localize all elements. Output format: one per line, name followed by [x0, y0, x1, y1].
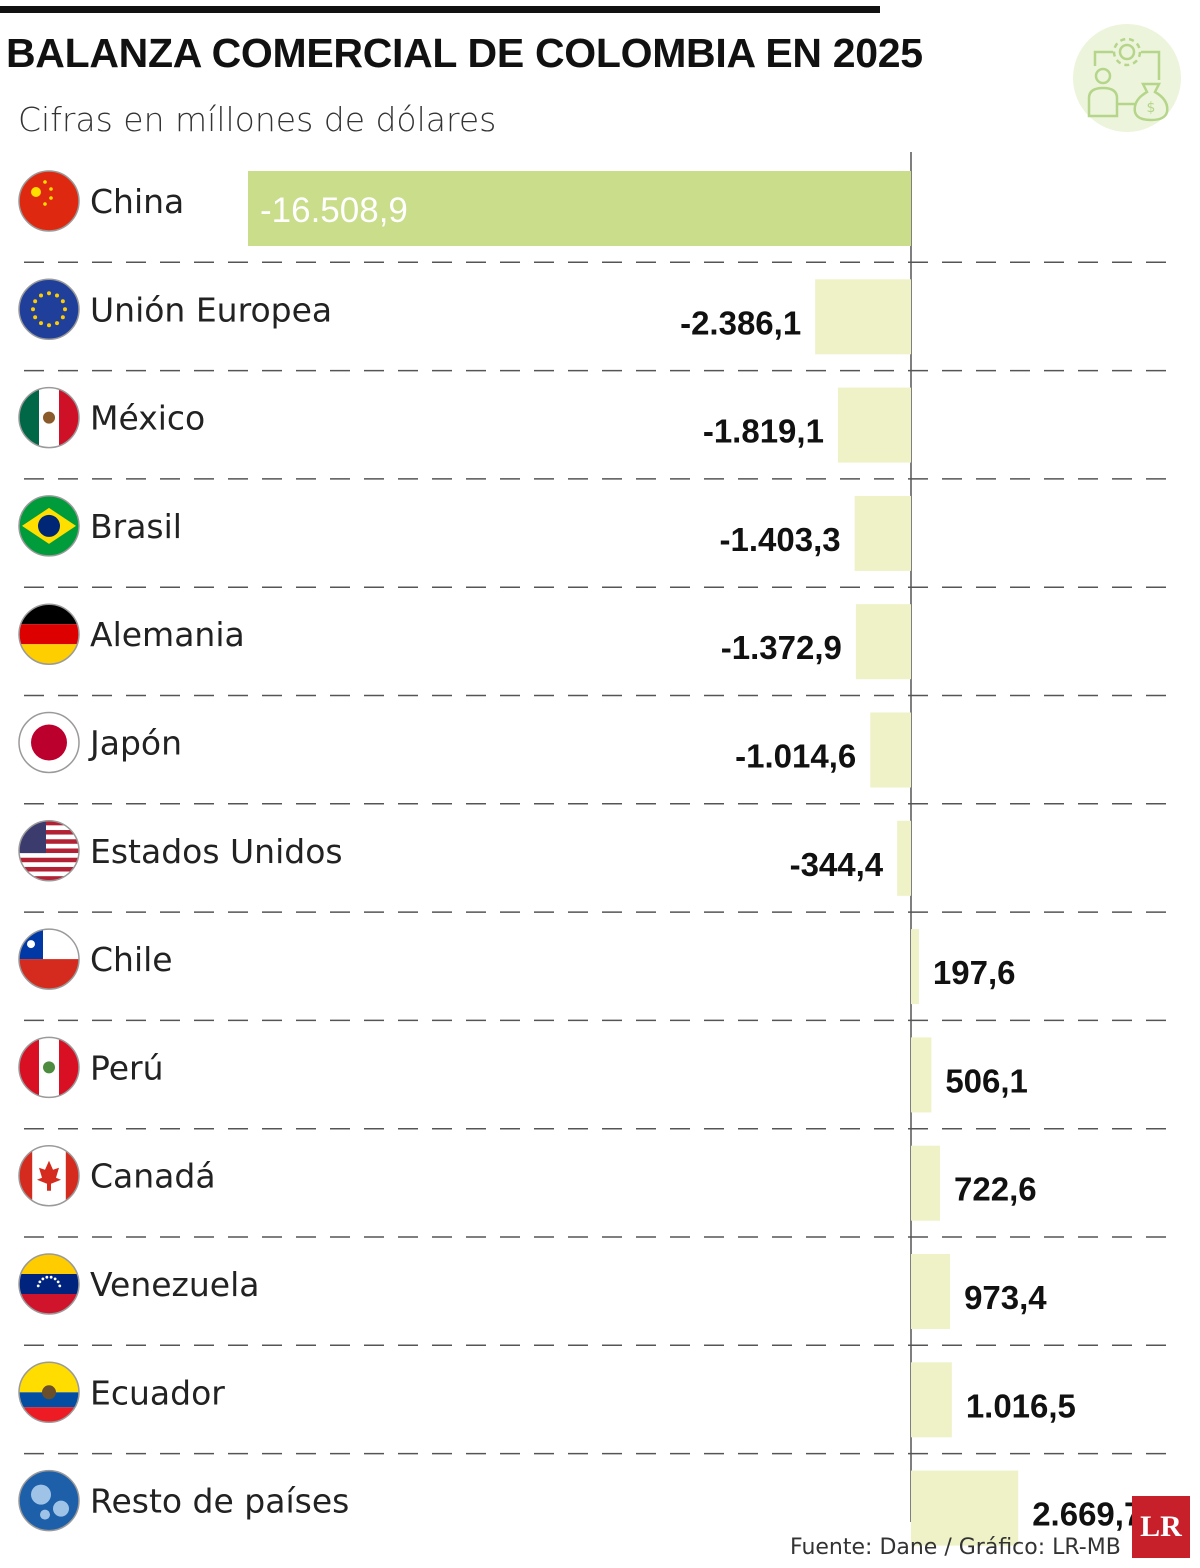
country-label: Unión Europea: [90, 290, 332, 329]
top-rule: [0, 6, 880, 13]
ecuador-flag-icon: [18, 1361, 80, 1424]
data-label: -1.403,3: [720, 521, 841, 558]
country-label: México: [90, 399, 205, 438]
bar-1: [815, 279, 911, 355]
bar-4: [855, 604, 911, 680]
chart-subtitle: Cifras en míllones de dólares: [18, 100, 497, 139]
data-label: -1.014,6: [735, 738, 856, 775]
country-label: Venezuela: [90, 1265, 259, 1304]
brazil-flag-icon: [18, 495, 80, 557]
country-label: Ecuador: [90, 1373, 225, 1412]
data-label: -1.819,1: [703, 413, 824, 450]
country-label: Chile: [90, 940, 173, 979]
svg-text:$: $: [1147, 100, 1156, 116]
bar-10: [911, 1254, 951, 1329]
bar-9: [911, 1145, 941, 1221]
country-label: Japón: [88, 724, 182, 763]
bar-7: [911, 929, 919, 1005]
data-label: -344,4: [790, 846, 884, 883]
gear-icon: [1112, 37, 1142, 67]
lr-logo: LR: [1132, 1496, 1190, 1558]
data-label: 197,6: [933, 954, 1016, 991]
venezuela-flag-icon: [18, 1253, 80, 1315]
country-label: China: [90, 182, 184, 221]
data-label: 722,6: [954, 1171, 1037, 1208]
bar-11: [911, 1362, 952, 1438]
data-label: 1.016,5: [966, 1387, 1076, 1424]
country-label: Brasil: [90, 507, 182, 546]
bar-0: [248, 171, 911, 246]
country-label: Canadá: [90, 1157, 216, 1196]
mexico-flag-icon: [18, 386, 80, 449]
china-flag-icon: [18, 170, 80, 232]
country-label: Estados Unidos: [90, 832, 343, 871]
peru-flag-icon: [18, 1036, 80, 1099]
country-label: Alemania: [90, 615, 245, 654]
bar-2: [837, 387, 911, 463]
data-label: 2.669,7: [1032, 1496, 1142, 1533]
eu-flag-icon: [18, 278, 80, 341]
globe-icon: [18, 1469, 80, 1532]
data-label: -2.386,1: [680, 304, 801, 341]
bar-12: [911, 1470, 1019, 1546]
usa-flag-icon: [18, 820, 80, 882]
bar-3: [854, 495, 911, 571]
chart-title: BALANZA COMERCIAL DE COLOMBIA EN 2025: [6, 30, 923, 76]
germany-flag-icon: [18, 603, 80, 665]
data-label: -1.372,9: [721, 629, 842, 666]
data-label: -16.508,9: [260, 191, 408, 230]
trade-emblem-icon: $: [1073, 24, 1181, 132]
source-note: Fuente: Dane / Gráfico: LR-MB: [790, 1535, 1121, 1560]
country-label: Resto de países: [90, 1482, 349, 1521]
data-label: 973,4: [964, 1279, 1047, 1316]
money-bag-icon: $: [1133, 82, 1169, 122]
data-label: 506,1: [945, 1062, 1028, 1099]
chile-flag-icon: [18, 928, 80, 990]
japan-flag-icon: [18, 711, 80, 774]
bar-8: [911, 1037, 932, 1113]
person-icon: [1087, 67, 1119, 118]
canada-flag-icon: [18, 1144, 80, 1207]
country-label: Perú: [90, 1048, 164, 1087]
bar-5: [870, 712, 911, 788]
bar-6: [897, 820, 911, 896]
